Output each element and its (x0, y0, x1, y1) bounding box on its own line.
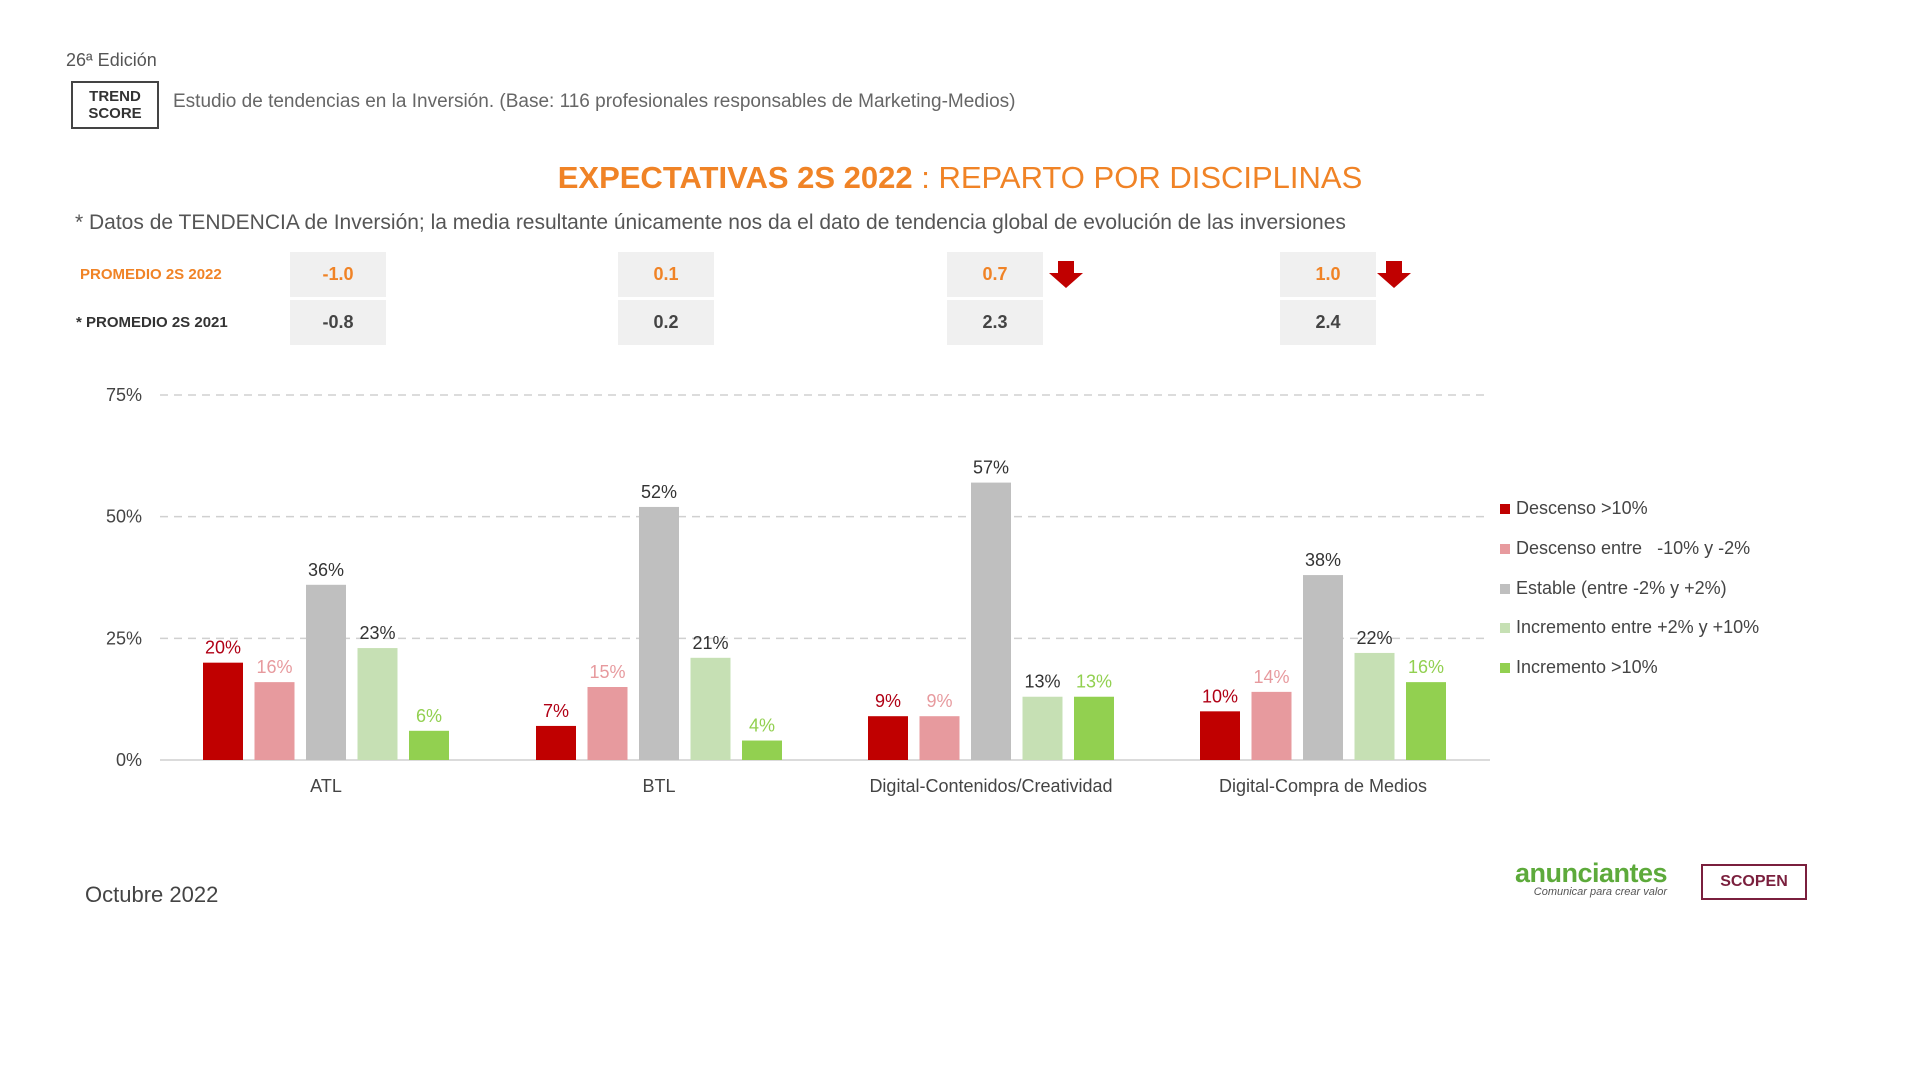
legend-label: Descenso entre -10% y -2% (1516, 538, 1751, 558)
data-label: 21% (692, 633, 728, 653)
average-2022-digital-compra: 1.0 (1280, 252, 1376, 297)
legend-label: Incremento entre +2% y +10% (1516, 617, 1760, 637)
bar (639, 506, 679, 760)
legend-item: Descenso entre -10% y -2% (1500, 538, 1750, 559)
bar (868, 716, 908, 760)
legend-item: Estable (entre -2% y +2%) (1500, 578, 1727, 599)
category-label: Digital-Contenidos/Creatividad (869, 776, 1112, 796)
category-label: BTL (642, 776, 675, 796)
data-label: 10% (1202, 686, 1238, 706)
data-label: 23% (359, 623, 395, 643)
bar (536, 725, 576, 760)
average-2021-atl: -0.8 (290, 300, 386, 345)
bar (1200, 711, 1240, 760)
data-note: * Datos de TENDENCIA de Inversión; la me… (75, 211, 1346, 234)
category-label: ATL (310, 776, 342, 796)
data-label: 15% (589, 662, 625, 682)
average-2022-btl: 0.1 (618, 252, 714, 297)
study-description: Estudio de tendencias en la Inversión. (… (173, 91, 1016, 112)
average-2021-digital-contenidos: 2.3 (947, 300, 1043, 345)
down-arrow-icon (1377, 261, 1411, 288)
page-title: EXPECTATIVAS 2S 2022 : REPARTO POR DISCI… (0, 160, 1920, 196)
data-label: 9% (926, 691, 952, 711)
legend-item: Incremento >10% (1500, 657, 1658, 678)
legend-swatch (1500, 543, 1510, 554)
bar (1022, 696, 1063, 760)
bar (919, 716, 960, 760)
legend-label: Descenso >10% (1516, 498, 1648, 518)
data-label: 9% (875, 691, 901, 711)
bar (1303, 575, 1343, 760)
y-tick-label: 75% (106, 385, 142, 405)
bar (409, 730, 449, 760)
average-2021-btl: 0.2 (618, 300, 714, 345)
legend-label: Estable (entre -2% y +2%) (1516, 578, 1727, 598)
data-label: 6% (416, 706, 442, 726)
bar (971, 482, 1011, 760)
y-tick-label: 25% (106, 628, 142, 648)
scopen-logo: SCOPEN (1701, 864, 1807, 900)
bar (357, 648, 398, 760)
report-date: Octubre 2022 (85, 882, 219, 907)
legend-swatch (1500, 503, 1510, 514)
bar (1074, 696, 1114, 760)
data-label: 13% (1076, 672, 1112, 692)
legend-swatch (1500, 583, 1510, 594)
chart-bars (203, 482, 1446, 760)
data-label: 36% (308, 560, 344, 580)
legend-item: Incremento entre +2% y +10% (1500, 617, 1759, 638)
bar (306, 584, 346, 760)
data-label: 52% (641, 482, 677, 502)
bar (742, 740, 782, 760)
data-label: 38% (1305, 550, 1341, 570)
legend-swatch (1500, 622, 1510, 633)
y-tick-label: 0% (116, 750, 142, 770)
title-bold: EXPECTATIVAS 2S 2022 (557, 160, 913, 195)
bar (1251, 691, 1292, 760)
edition-label: 26ª Edición (66, 50, 157, 70)
average-2022-atl: -1.0 (290, 252, 386, 297)
category-label: Digital-Compra de Medios (1219, 776, 1427, 796)
bar (587, 687, 628, 760)
data-label: 16% (1408, 657, 1444, 677)
data-label: 22% (1356, 628, 1392, 648)
data-label: 16% (256, 657, 292, 677)
anunciantes-name: anunciantes (1515, 858, 1668, 888)
logo-line-1: TREND (89, 88, 141, 105)
logo-line-2: SCORE (88, 105, 142, 122)
anunciantes-tagline: Comunicar para crear valor (1533, 886, 1668, 898)
legend-swatch (1500, 662, 1510, 673)
trend-score-logo: TREND SCORE (71, 81, 159, 129)
anunciantes-logo: anunciantes Comunicar para crear valor (1515, 858, 1668, 898)
data-label: 13% (1024, 672, 1060, 692)
average-2021-label: * PROMEDIO 2S 2021 (76, 314, 228, 331)
legend-item: Descenso >10% (1500, 498, 1648, 519)
data-label: 20% (205, 638, 241, 658)
legend-label: Incremento >10% (1516, 657, 1658, 677)
bar (203, 662, 243, 760)
title-rest: : REPARTO POR DISCIPLINAS (912, 160, 1363, 195)
bar (254, 682, 295, 760)
y-tick-label: 50% (106, 507, 142, 527)
average-2021-digital-compra: 2.4 (1280, 300, 1376, 345)
average-2022-label: PROMEDIO 2S 2022 (80, 266, 222, 283)
chart-labels: 0% 25% 50% 75% 20% 16% 36% 23% 6% ATL 7% 15% 52% 21% 4… (106, 385, 1444, 796)
bar (1354, 652, 1395, 760)
down-arrow-icon (1049, 261, 1083, 288)
data-label: 57% (973, 458, 1009, 478)
data-label: 7% (543, 701, 569, 721)
bar (1406, 682, 1446, 760)
data-label: 14% (1253, 667, 1289, 687)
average-2022-digital-contenidos: 0.7 (947, 252, 1043, 297)
bar (690, 657, 731, 760)
data-label: 4% (749, 716, 775, 736)
